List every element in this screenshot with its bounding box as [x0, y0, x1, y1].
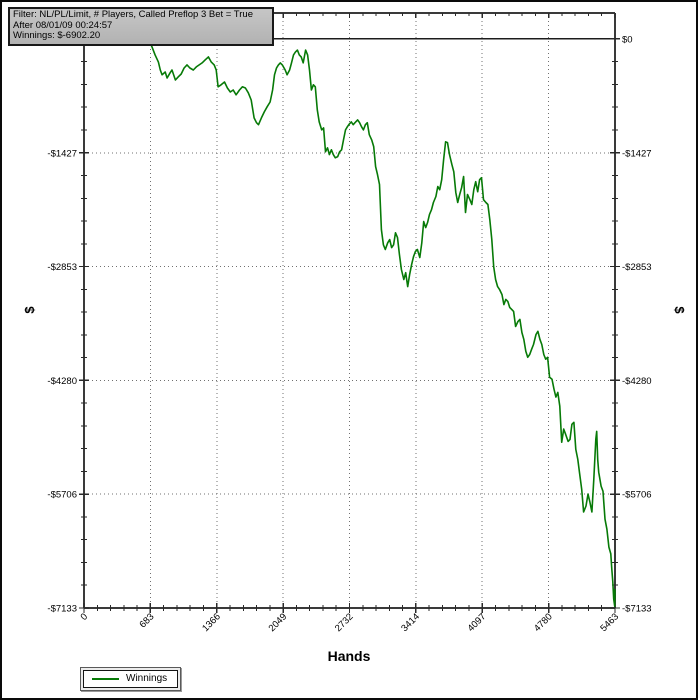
y-tick-label-right: -$5706 [622, 490, 652, 501]
y-tick-label-left: -$5706 [47, 490, 77, 501]
y-axis-title-left: $ [22, 306, 37, 314]
winnings-line-swatch [92, 678, 119, 680]
filter-summary-line: Filter: NL/PL/Limit, # Players, Called P… [13, 10, 253, 20]
date-filter-line: After 08/01/09 00:24:57 [13, 20, 113, 31]
x-axis-title: Hands [328, 648, 371, 664]
y-tick-label-left: -$4280 [47, 376, 77, 387]
x-tick-label: 2049 [267, 611, 290, 634]
y-tick-label-right: -$1427 [622, 148, 652, 159]
y-tick-label-left: -$2853 [47, 262, 77, 273]
y-tick-label-right: -$7133 [622, 604, 652, 615]
x-tick-label: 3414 [399, 611, 422, 634]
filter-info-box: Filter: NL/PL/Limit, # Players, Called P… [8, 7, 274, 46]
y-tick-label-left: -$7133 [47, 604, 77, 615]
x-tick-label: 2732 [333, 611, 356, 634]
x-tick-label: 0 [79, 611, 91, 623]
legend: Winnings [80, 667, 182, 691]
y-tick-label-right: -$2853 [622, 262, 652, 273]
y-axis-title-right: $ [672, 306, 687, 314]
x-tick-label: 1366 [200, 611, 223, 634]
legend-label: Winnings [126, 673, 168, 684]
legend-inner-box: Winnings [83, 670, 179, 688]
x-tick-label: 5463 [598, 611, 621, 634]
winnings-series-line [83, 38, 616, 608]
x-tick-label: 4097 [466, 611, 489, 634]
winnings-total-line: Winnings: $-6902.20 [13, 31, 101, 41]
y-tick-label-left: -$1427 [47, 148, 77, 159]
y-tick-label-right: $0 [622, 34, 633, 45]
y-tick-label-right: -$4280 [622, 376, 652, 387]
x-tick-label: 683 [138, 611, 157, 630]
x-tick-label: 4780 [532, 611, 555, 634]
